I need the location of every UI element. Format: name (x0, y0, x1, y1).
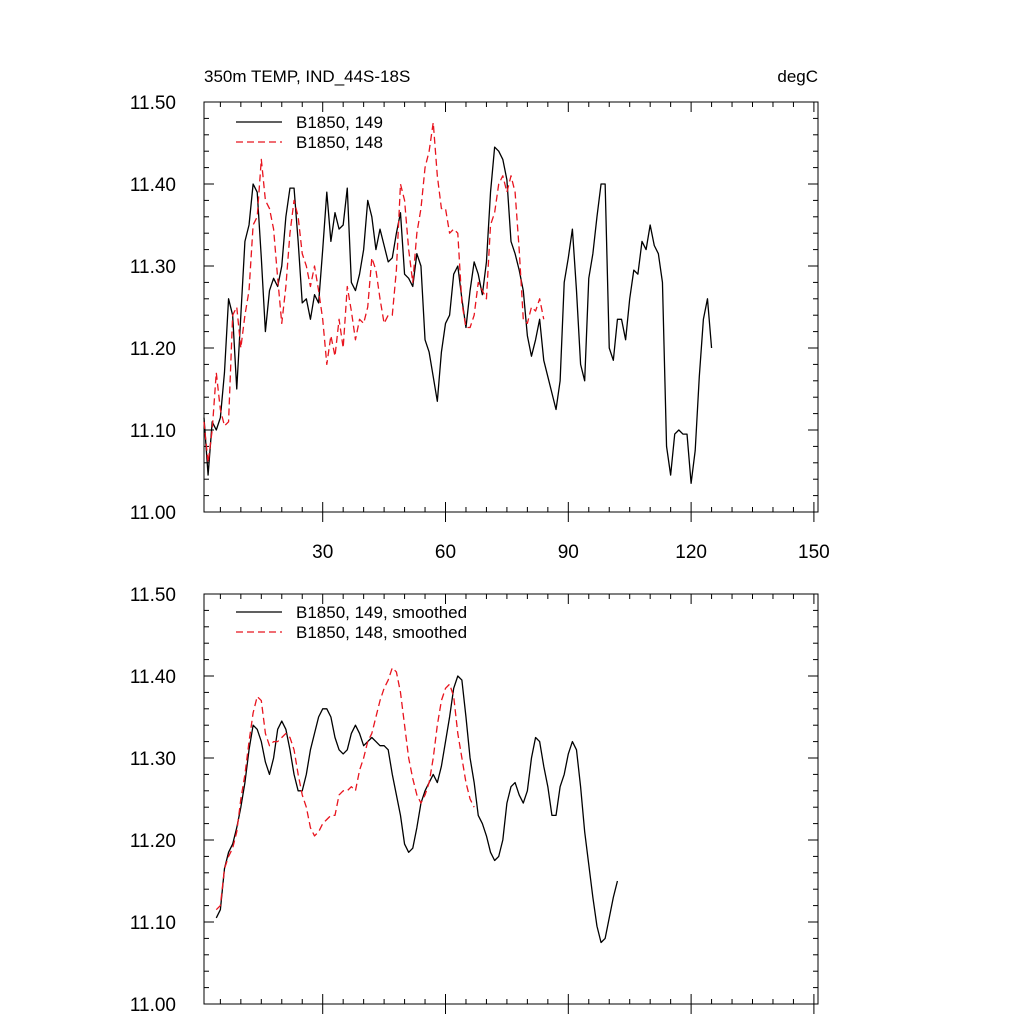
x-tick-label: 150 (798, 542, 830, 563)
series-line-1 (215, 675, 619, 944)
units-label: degC (777, 67, 818, 86)
y-tick-label: 11.10 (130, 913, 176, 934)
y-tick-label: 11.00 (130, 995, 176, 1016)
x-tick-label: 90 (558, 542, 579, 563)
top-panel: 350m TEMP, IND_44S-18S degC 11.0011.1011… (130, 67, 830, 563)
y-tick-label: 11.00 (130, 503, 176, 524)
legend-label-1: B1850, 149 (296, 113, 383, 132)
y-tick-label: 11.20 (130, 831, 176, 852)
y-tick-label: 11.20 (130, 339, 176, 360)
y-tick-label: 11.10 (130, 421, 176, 442)
y-tick-label: 11.50 (130, 93, 176, 114)
legend-label-2: B1850, 148, smoothed (296, 623, 467, 642)
plot-frame (203, 593, 819, 1005)
y-tick-label: 11.40 (130, 175, 176, 196)
bottom-panel: 11.00 11.10 11.20 11.30 11.40 11.50 B1850, 149… (130, 585, 819, 1016)
legend-label-1: B1850, 149, smoothed (296, 603, 467, 622)
top-plot-area: 11.00 11.10 11.20 11.30 11.40 11.50 30 60 90 120 1… (130, 93, 830, 563)
legend-label-2: B1850, 148 (296, 133, 383, 152)
y-tick-label: 11.30 (130, 257, 176, 278)
x-tick-label: 120 (675, 542, 707, 563)
x-tick-label: 60 (435, 542, 456, 563)
chart-title: 350m TEMP, IND_44S-18S (204, 67, 410, 86)
y-tick-label: 11.50 (130, 585, 176, 606)
series-line-2 (215, 667, 475, 911)
series-line-1 (203, 146, 713, 484)
y-tick-label: 11.30 (130, 749, 176, 770)
y-tick-label: 11.40 (130, 667, 176, 688)
x-tick-label: 30 (312, 542, 333, 563)
series-line-2 (203, 121, 545, 464)
bottom-plot-area: 11.00 11.10 11.20 11.30 11.40 11.50 B1850, 149… (130, 585, 819, 1016)
plot-frame (203, 101, 819, 513)
